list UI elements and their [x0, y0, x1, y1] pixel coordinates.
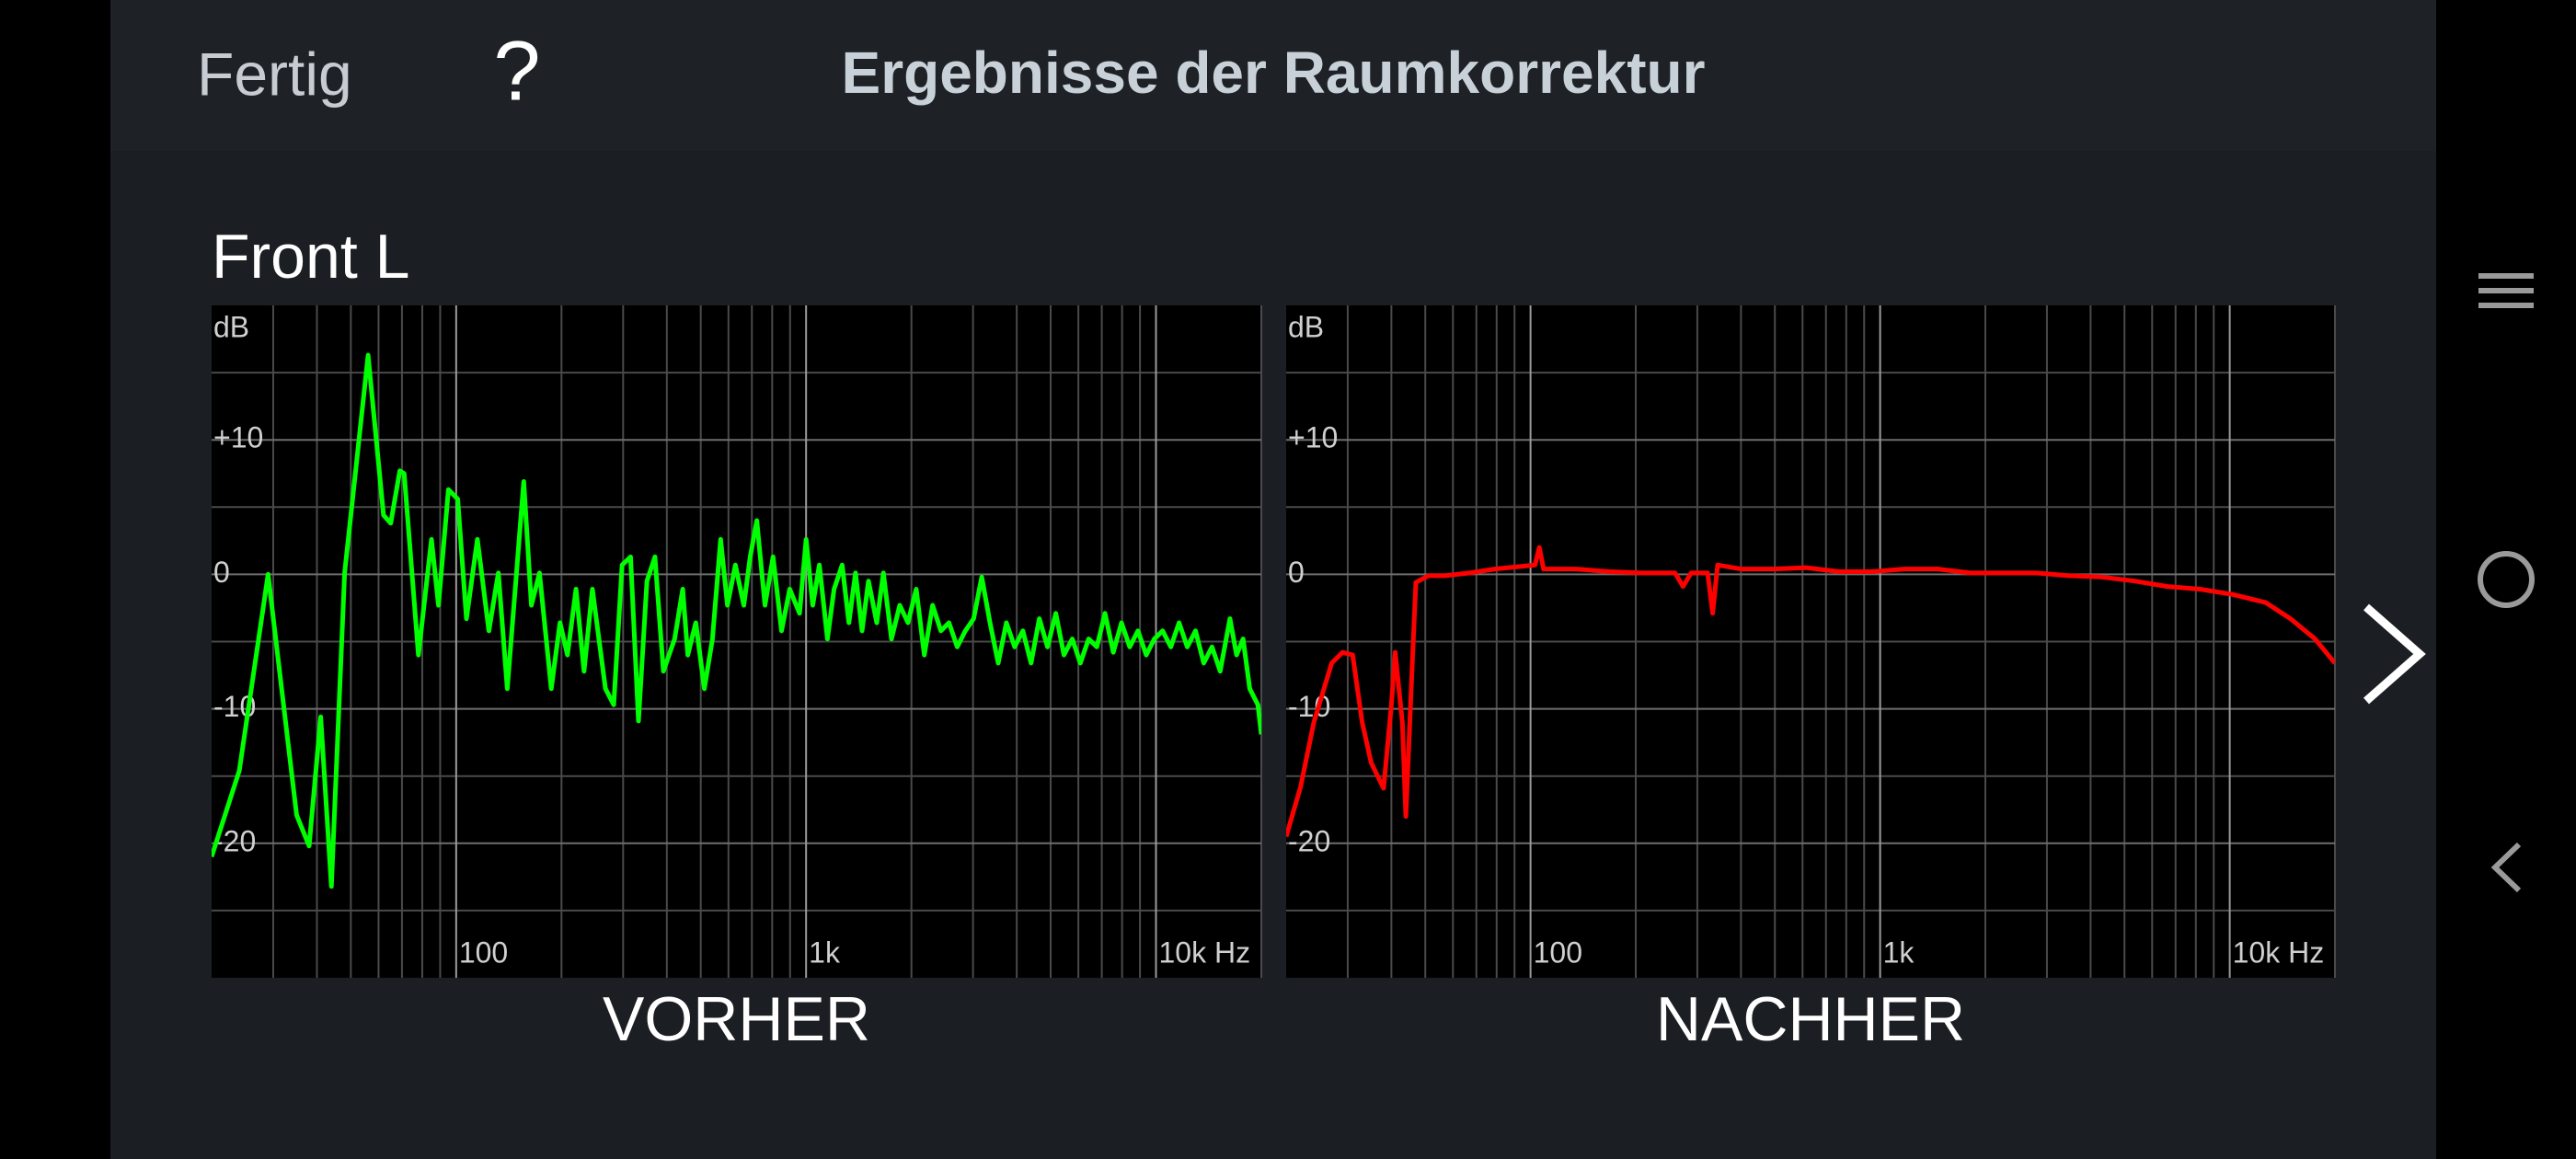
done-button[interactable]: Fertig: [197, 40, 352, 108]
channel-label-wrap: Front L: [212, 222, 409, 292]
y-tick-label: -20: [1288, 824, 1330, 857]
y-tick-label: +10: [213, 421, 263, 454]
response-curve: [1286, 545, 2335, 838]
y-tick-label: 0: [213, 556, 230, 589]
x-tick-label: 10k Hz: [1159, 935, 1251, 969]
chart-caption: NACHHER: [1656, 984, 1965, 1054]
y-tick-label: 0: [1288, 556, 1305, 589]
y-unit-label: dB: [213, 310, 249, 343]
back-icon[interactable]: [2490, 842, 2522, 893]
y-unit-label: dB: [1288, 310, 1324, 343]
x-tick-label: 10k Hz: [2233, 935, 2325, 969]
x-tick-label: 1k: [1883, 935, 1915, 969]
response-curve: [212, 352, 1261, 889]
chart-caption: VORHER: [603, 984, 870, 1054]
header-bar: [110, 0, 2436, 151]
nav-bar: [2478, 273, 2535, 893]
next-arrow[interactable]: [2363, 603, 2426, 705]
x-tick-label: 100: [1534, 935, 1582, 969]
channel-label: Front L: [212, 222, 409, 292]
x-tick-label: 100: [459, 935, 508, 969]
help-button[interactable]: ?: [493, 24, 540, 118]
header-title: Ergebnisse der Raumkorrektur: [842, 40, 1706, 106]
x-tick-label: 1k: [809, 935, 841, 969]
y-tick-label: +10: [1288, 421, 1338, 454]
home-icon[interactable]: [2478, 551, 2535, 608]
